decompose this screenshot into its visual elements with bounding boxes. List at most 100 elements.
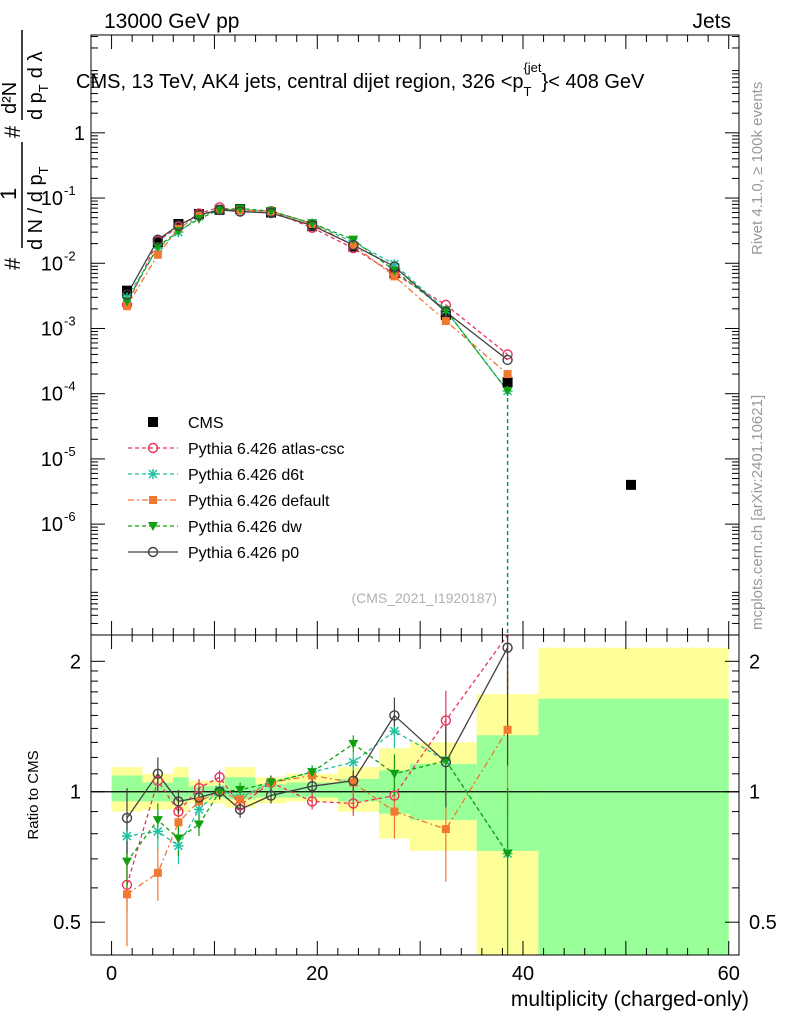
ratio-point-dw [235, 785, 246, 795]
main-point-cms [626, 479, 636, 490]
legend-label-d6t: Pythia 6.426 d6t [188, 467, 304, 484]
ratio-ytick-label-right: 2 [749, 651, 760, 673]
legend-marker-atlas_csc [147, 442, 159, 454]
analysis-watermark: (CMS_2021_I1920187) [351, 590, 497, 606]
legend-marker-cms [148, 417, 158, 427]
ratio-point-p0 [440, 756, 452, 768]
legend: CMS Pythia 6.426 atlas-csc Pythia 6.426 d6… [128, 415, 345, 562]
main-ytick-label: 10 [41, 253, 63, 275]
main-line-p0 [126, 209, 508, 361]
main-point-p0 [306, 220, 318, 231]
ratio-point-default [123, 890, 131, 899]
source-label: mcplots.cern.ch [arXiv:2401.10621] [749, 395, 766, 630]
legend-label-dw: Pythia 6.426 dw [188, 519, 302, 536]
ratio-point-dw [152, 816, 163, 826]
header-right: Jets [692, 10, 731, 33]
ratio-series-markers [121, 642, 513, 899]
ratio-point-atlas_csc [121, 879, 133, 890]
legend-marker-dw [148, 522, 158, 531]
ratio-point-default [390, 807, 399, 816]
main-point-p0 [214, 204, 225, 216]
legend-label-default: Pythia 6.426 default [188, 493, 330, 510]
main-point-default [503, 370, 512, 379]
main-point-p0 [265, 207, 277, 219]
main-point-p0 [152, 234, 164, 245]
ratio-point-default [236, 795, 245, 804]
ratio-point-p0 [265, 790, 277, 801]
main-point-p0 [348, 239, 359, 251]
ratio-point-p0 [348, 775, 359, 786]
main-ytick-exponent: -3 [64, 313, 76, 328]
main-ytick-label: 10 [41, 318, 63, 340]
main-ytick-label: 10 [41, 514, 63, 536]
ratio-axes: 0.5 0.51 12 20 20 40 60 [53, 634, 777, 985]
main-ylabel: # 1 d N / d pT # d²N d pTd λ [0, 30, 51, 270]
main-line-d6t [126, 208, 509, 392]
main-axes: 10 -610 -510 -410 -310 -210 -11 [41, 34, 740, 636]
ratio-point-default [174, 818, 183, 827]
ratio-point-atlas_csc [152, 775, 164, 786]
ratio-point-default [349, 778, 358, 787]
band-green [538, 698, 729, 955]
ratio-point-atlas_csc [440, 715, 452, 726]
ratio-point-dw [122, 857, 132, 867]
ratio-xtick-label: 20 [306, 963, 328, 985]
ratio-point-atlas_csc [306, 796, 318, 807]
main-ytick-label: 1 [74, 123, 85, 145]
band-green [337, 779, 379, 802]
rivet-label: Rivet 4.1.0, ≥ 100k events [749, 82, 766, 255]
ratio-point-p0 [306, 780, 318, 792]
legend-label-cms: CMS [188, 415, 224, 432]
main-series-markers [121, 202, 636, 490]
main-point-p0 [502, 354, 513, 366]
ratio-point-dw [502, 849, 513, 859]
main-ytick-exponent: -2 [64, 248, 76, 263]
main-point-cms [173, 218, 184, 229]
main-ytick-label: 10 [41, 384, 63, 406]
ratio-line-default [126, 729, 509, 895]
main-ytick-label: 10 [41, 188, 63, 210]
main-point-p0 [121, 289, 133, 300]
legend-label-p0: Pythia 6.426 p0 [188, 545, 299, 562]
title-sup: {jet [523, 60, 541, 75]
ratio-ytick-label: 1 [70, 782, 81, 804]
main-point-default [441, 317, 450, 326]
legend-label-atlas_csc: Pythia 6.426 atlas-csc [188, 441, 345, 458]
main-line-default [126, 209, 508, 375]
ratio-point-p0 [214, 786, 225, 797]
ylabel-denom: d N / d pT [25, 166, 51, 250]
main-point-p0 [173, 220, 184, 231]
ratio-point-dw [214, 787, 225, 797]
ratio-ytick-label: 2 [70, 651, 81, 673]
ratio-uncertainty-bands [91, 647, 739, 955]
ratio-point-d6t [122, 831, 132, 842]
title-prefix: CMS, 13 TeV, AK4 jets, central dijet reg… [76, 71, 524, 93]
ratio-point-dw [194, 820, 204, 830]
ratio-ytick-label-right: 1 [749, 782, 760, 804]
ratio-point-dw [266, 778, 276, 788]
ratio-point-d6t [348, 757, 359, 768]
ylabel-denom2: d pTd λ [25, 52, 51, 120]
ratio-xtick-label: 60 [718, 963, 740, 985]
ylabel-one: 1 [0, 188, 21, 200]
ratio-point-default [503, 725, 512, 734]
ratio-point-atlas_csc [214, 772, 225, 783]
main-point-dw [152, 242, 163, 252]
ratio-point-atlas_csc [173, 806, 184, 817]
main-line-dw [126, 207, 509, 392]
ratio-point-p0 [121, 812, 133, 824]
ratio-point-p0 [234, 804, 246, 815]
ratio-point-dw [389, 769, 400, 779]
ylabel-hash1: # [0, 257, 25, 270]
xaxis-label: multiplicity (charged-only) [511, 988, 749, 1011]
ratio-point-dw [307, 768, 318, 778]
ratio-ytick-label: 0.5 [53, 912, 81, 934]
main-ytick-exponent: -5 [64, 444, 76, 459]
ratio-point-dw [348, 739, 359, 749]
main-point-cms [152, 237, 163, 248]
main-line-atlas_csc [126, 206, 508, 355]
ratio-point-p0 [173, 796, 184, 807]
ratio-point-p0 [193, 792, 205, 803]
